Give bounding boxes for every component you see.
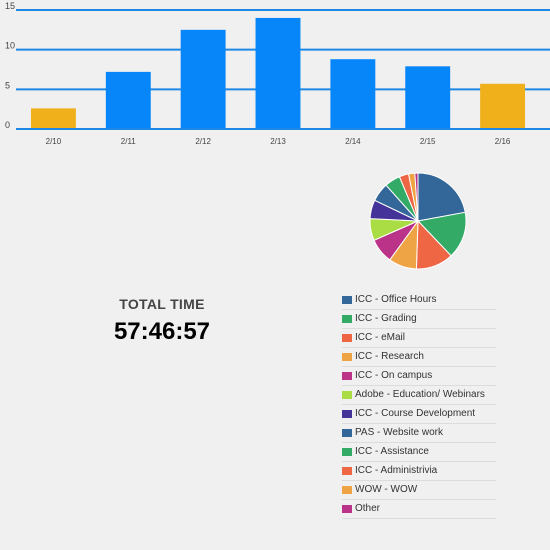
legend-label: Adobe - Education/ Webinars (355, 389, 485, 400)
total-time-panel: TOTAL TIME 57:46:57 (100, 296, 224, 346)
legend-swatch (342, 372, 352, 380)
legend-label: WOW - WOW (355, 484, 418, 495)
legend-item[interactable]: ICC - Office Hours (342, 291, 496, 310)
legend-swatch (342, 296, 352, 304)
legend-label: ICC - Office Hours (355, 294, 437, 305)
x-tick-label: 2/10 (46, 137, 62, 146)
x-tick-label: 2/14 (345, 137, 361, 146)
legend-label: ICC - Course Development (355, 408, 476, 419)
pie-slice[interactable] (417, 172, 466, 222)
bar-2-16[interactable] (480, 83, 526, 129)
bar-2-12[interactable] (180, 29, 226, 129)
legend-swatch (342, 429, 352, 437)
legend-item[interactable]: Other (342, 500, 496, 519)
legend-swatch (342, 353, 352, 361)
daily-hours-bar-chart: 0 5 10 15 2/10 2/11 2/12 2/13 2/14 2/15 2/16 (5, 1, 550, 146)
legend-label: ICC - Grading (355, 313, 417, 324)
legend-swatch (342, 486, 352, 494)
bar-2-13[interactable] (255, 17, 301, 129)
legend-item[interactable]: PAS - Website work (342, 424, 496, 443)
legend-label: ICC - eMail (355, 332, 406, 343)
x-tick-label: 2/15 (420, 137, 436, 146)
legend-swatch (342, 315, 352, 323)
legend-label: Other (355, 503, 381, 514)
legend-swatch (342, 334, 352, 342)
y-tick-label: 5 (5, 80, 10, 90)
legend-swatch (342, 391, 352, 399)
legend-item[interactable]: WOW - WOW (342, 481, 496, 500)
legend-item[interactable]: ICC - Grading (342, 310, 496, 329)
total-time-value: 57:46:57 (113, 318, 211, 345)
y-tick-label: 15 (5, 1, 15, 11)
y-tick-label: 0 (5, 120, 10, 130)
legend-item[interactable]: ICC - eMail (342, 329, 496, 348)
legend-swatch (342, 505, 352, 513)
legend-item[interactable]: Adobe - Education/ Webinars (342, 386, 496, 405)
pie-slice[interactable] (414, 172, 419, 222)
x-tick-label: 2/11 (121, 137, 137, 146)
legend-item[interactable]: ICC - Research (342, 348, 496, 367)
legend-label: ICC - Administrivia (355, 465, 438, 476)
x-tick-label: 2/16 (495, 137, 511, 146)
legend-item[interactable]: ICC - Administrivia (342, 462, 496, 481)
legend-label: ICC - Assistance (355, 446, 429, 457)
legend-item[interactable]: ICC - Assistance (342, 443, 496, 462)
bar-2-15[interactable] (405, 66, 451, 129)
x-tick-label: 2/13 (270, 137, 286, 146)
bar-2-11[interactable] (105, 71, 151, 129)
legend-label: ICC - On campus (355, 370, 433, 381)
legend-label: PAS - Website work (355, 427, 443, 438)
pie-slice[interactable] (417, 211, 467, 257)
x-tick-label: 2/12 (195, 137, 211, 146)
legend-label: ICC - Research (355, 351, 424, 362)
legend-swatch (342, 448, 352, 456)
legend-item[interactable]: ICC - On campus (342, 367, 496, 386)
pie-legend: ICC - Office Hours ICC - Grading ICC - eMa… (342, 291, 496, 519)
y-tick-label: 10 (5, 41, 15, 51)
legend-swatch (342, 410, 352, 418)
legend-item[interactable]: ICC - Course Development (342, 405, 496, 424)
bar-2-10[interactable] (30, 108, 76, 129)
legend-swatch (342, 467, 352, 475)
category-pie-chart (369, 172, 467, 270)
bar-2-14[interactable] (330, 59, 376, 129)
total-time-label: TOTAL TIME (119, 296, 205, 312)
